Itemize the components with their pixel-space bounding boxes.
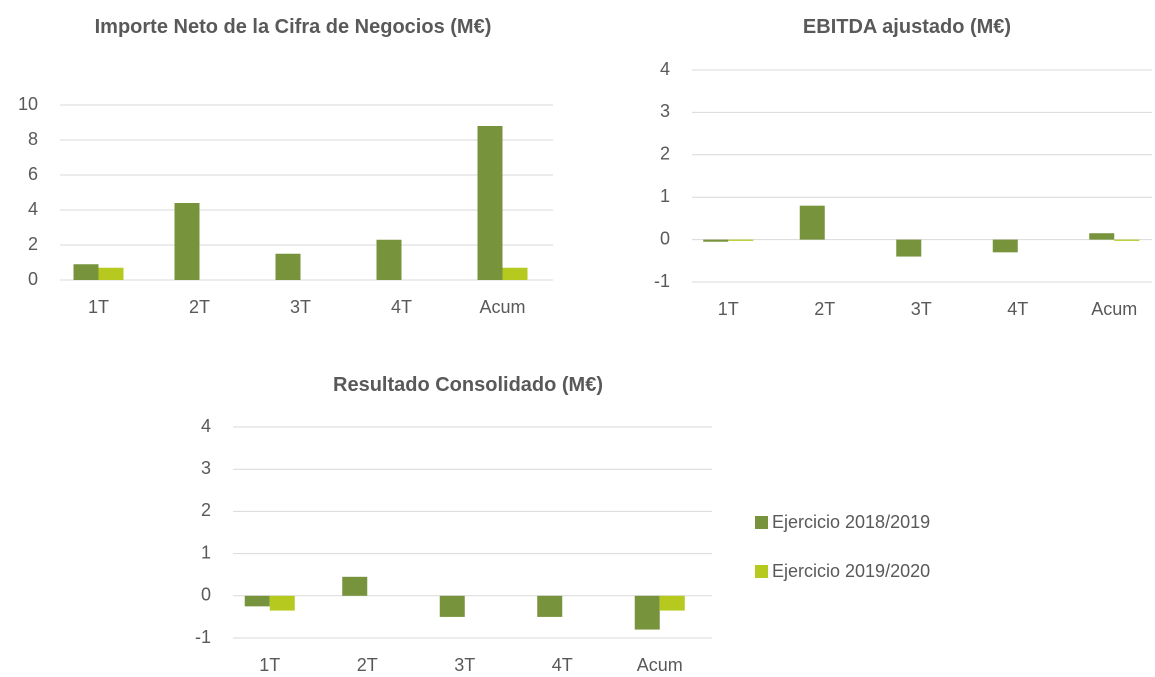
bar xyxy=(269,595,295,611)
bar xyxy=(275,253,301,280)
y-tick-label: -1 xyxy=(654,271,670,291)
y-tick-label: 0 xyxy=(201,585,211,605)
bar xyxy=(342,576,368,596)
y-tick-label: 2 xyxy=(660,144,670,164)
x-tick-label: 2T xyxy=(189,297,210,317)
chart-title: Importe Neto de la Cifra de Negocios (M€… xyxy=(94,16,492,38)
bar xyxy=(896,239,922,257)
bar xyxy=(728,239,754,241)
x-tick-label: 3T xyxy=(454,655,475,675)
bar xyxy=(244,595,270,607)
y-tick-label: 10 xyxy=(18,94,38,114)
y-tick-label: 0 xyxy=(28,269,38,289)
legend-label: Ejercicio 2019/2020 xyxy=(772,561,930,581)
bar xyxy=(537,595,563,617)
y-tick-label: 1 xyxy=(660,186,670,206)
y-tick-label: 2 xyxy=(201,500,211,520)
x-tick-label: Acum xyxy=(479,297,525,317)
x-tick-label: 4T xyxy=(552,655,573,675)
bar xyxy=(98,267,124,280)
x-tick-label: 4T xyxy=(1007,299,1028,319)
x-tick-label: 1T xyxy=(259,655,280,675)
y-tick-label: 3 xyxy=(201,458,211,478)
chart-title: EBITDA ajustado (M€) xyxy=(802,16,1012,38)
bar xyxy=(477,126,503,280)
x-tick-label: 3T xyxy=(911,299,932,319)
y-tick-label: 4 xyxy=(28,199,38,219)
x-tick-label: 4T xyxy=(391,297,412,317)
y-tick-label: -1 xyxy=(195,627,211,647)
bar xyxy=(439,595,465,617)
y-tick-label: 8 xyxy=(28,129,38,149)
legend-swatch xyxy=(755,516,768,529)
bar xyxy=(502,267,528,280)
x-tick-label: 2T xyxy=(357,655,378,675)
bar xyxy=(659,595,685,611)
y-tick-label: 1 xyxy=(201,542,211,562)
y-tick-label: 0 xyxy=(660,228,670,248)
bar xyxy=(73,264,99,280)
bar xyxy=(1089,233,1115,240)
x-tick-label: Acum xyxy=(1091,299,1137,319)
y-tick-label: 4 xyxy=(201,416,211,436)
x-tick-label: 2T xyxy=(814,299,835,319)
x-tick-label: 3T xyxy=(290,297,311,317)
y-tick-label: 2 xyxy=(28,234,38,254)
bar xyxy=(376,239,402,280)
bar xyxy=(1114,239,1140,241)
bar xyxy=(634,595,660,630)
y-tick-label: 6 xyxy=(28,164,38,184)
bar xyxy=(799,205,825,240)
y-tick-label: 4 xyxy=(660,59,670,79)
x-tick-label: 1T xyxy=(88,297,109,317)
legend-label: Ejercicio 2018/2019 xyxy=(772,512,930,532)
bar xyxy=(703,239,729,242)
y-tick-label: 3 xyxy=(660,101,670,121)
x-tick-label: 1T xyxy=(718,299,739,319)
legend-swatch xyxy=(755,565,768,578)
x-tick-label: Acum xyxy=(637,655,683,675)
bar xyxy=(992,239,1018,253)
chart-title: Resultado Consolidado (M€) xyxy=(333,374,603,396)
bar xyxy=(174,203,200,280)
